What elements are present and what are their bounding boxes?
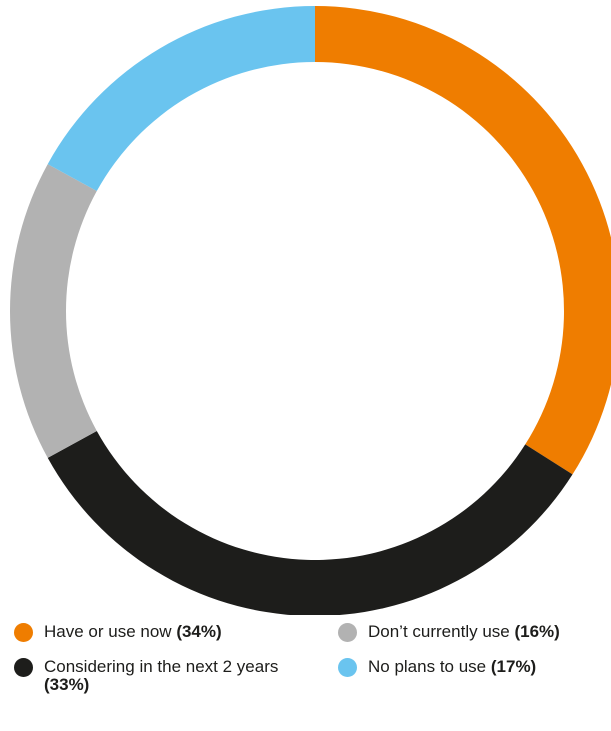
donut-slice-considering — [47, 430, 573, 615]
legend-percentage: (33%) — [44, 675, 90, 694]
legend-percentage: (17%) — [490, 657, 537, 676]
legend-swatch-blue — [338, 658, 357, 677]
donut-chart-svg — [9, 6, 611, 615]
legend-item-dont-currently-use: Don’t currently use (16%) — [338, 623, 611, 642]
legend-swatch-grey — [338, 623, 357, 642]
legend-swatch-black — [14, 658, 33, 677]
donut-slice-no-plans-to-use — [47, 6, 315, 192]
legend-label: Considering in the next 2 years — [44, 657, 279, 676]
legend-label: No plans to use — [368, 657, 487, 676]
donut-slice-dont-currently-use — [9, 164, 97, 458]
chart-legend: Have or use now (34%) Considering in the… — [0, 618, 611, 731]
donut-chart — [9, 6, 611, 615]
legend-item-considering: Considering in the next 2 years (33%) — [14, 658, 314, 694]
legend-percentage: (34%) — [176, 622, 222, 641]
legend-percentage: (16%) — [514, 622, 560, 641]
legend-item-no-plans-to-use: No plans to use (17%) — [338, 658, 611, 677]
donut-slice-have-or-use-now — [315, 6, 611, 475]
legend-label: Have or use now — [44, 622, 172, 641]
legend-label: Don’t currently use — [368, 622, 510, 641]
legend-swatch-orange — [14, 623, 33, 642]
legend-item-have-or-use-now: Have or use now (34%) — [14, 623, 304, 642]
